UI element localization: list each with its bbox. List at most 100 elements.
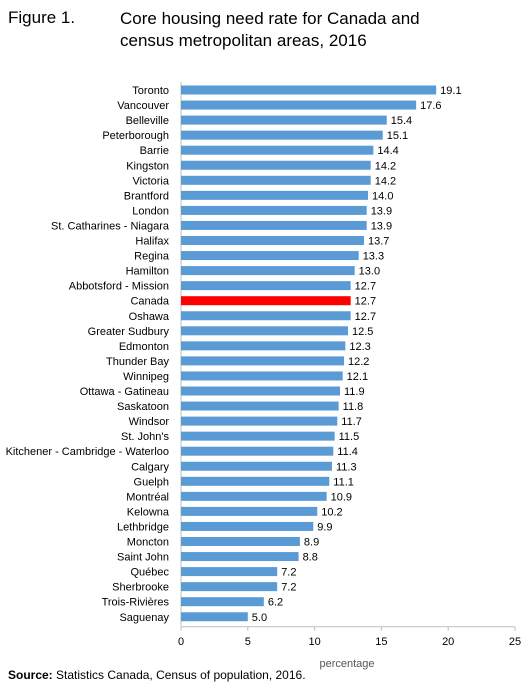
value-label-26: 11.1 — [333, 476, 354, 488]
bar-9 — [181, 220, 367, 230]
value-label-1: 17.6 — [420, 100, 441, 112]
bar-16 — [181, 326, 348, 336]
category-label-30: Moncton — [127, 537, 169, 549]
value-label-35: 5.0 — [252, 612, 267, 624]
value-label-24: 11.4 — [337, 446, 358, 458]
bar-13 — [181, 281, 351, 291]
bar-12 — [181, 266, 355, 276]
bar-10 — [181, 236, 365, 245]
category-label-33: Sherbrooke — [112, 582, 169, 594]
bar-23 — [181, 431, 335, 441]
bar-1 — [181, 100, 417, 110]
category-label-14: Canada — [130, 296, 169, 308]
bar-25 — [181, 461, 332, 471]
value-label-8: 13.9 — [371, 205, 392, 217]
value-label-10: 13.7 — [368, 236, 389, 248]
category-label-18: Thunder Bay — [106, 356, 169, 368]
bar-18 — [181, 356, 344, 366]
value-label-15: 12.7 — [355, 311, 376, 323]
category-label-2: Belleville — [126, 115, 169, 127]
value-label-27: 10.9 — [331, 491, 352, 503]
bar-4 — [181, 145, 374, 155]
bar-17 — [181, 341, 346, 351]
category-label-23: St. John's — [121, 431, 169, 443]
category-label-5: Kingston — [126, 160, 169, 172]
chart-title: Core housing need rate for Canada and ce… — [120, 9, 420, 50]
bar-30 — [181, 537, 300, 546]
category-label-31: Saint John — [117, 552, 169, 564]
value-label-13: 12.7 — [355, 281, 376, 293]
category-label-17: Edmonton — [119, 341, 169, 353]
value-label-14: 12.7 — [355, 296, 376, 308]
value-label-34: 6.2 — [268, 597, 283, 609]
value-label-18: 12.2 — [348, 356, 369, 368]
category-label-6: Victoria — [133, 175, 170, 187]
category-label-29: Lethbridge — [117, 521, 169, 533]
category-label-4: Barrie — [140, 145, 169, 157]
category-label-3: Peterborough — [102, 130, 169, 142]
value-label-21: 11.8 — [343, 401, 364, 413]
category-label-15: Oshawa — [129, 311, 170, 323]
bar-21 — [181, 401, 339, 411]
category-label-8: London — [132, 205, 169, 217]
value-label-9: 13.9 — [371, 220, 392, 232]
x-tick-label-5: 25 — [509, 636, 521, 648]
value-label-17: 12.3 — [349, 341, 370, 353]
category-label-21: Saskatoon — [117, 401, 169, 413]
bar-6 — [181, 175, 371, 185]
value-label-31: 8.8 — [303, 552, 318, 564]
value-label-12: 13.0 — [359, 266, 380, 278]
value-label-22: 11.7 — [341, 416, 362, 428]
category-label-0: Toronto — [132, 85, 169, 97]
value-label-7: 14.0 — [372, 190, 393, 202]
value-label-19: 12.1 — [347, 371, 368, 383]
bar-2 — [181, 115, 387, 125]
bar-35 — [181, 612, 248, 622]
value-label-20: 11.9 — [344, 386, 365, 398]
category-label-20: Ottawa - Gatineau — [80, 386, 169, 398]
value-label-0: 19.1 — [440, 85, 461, 97]
category-label-34: Trois-Rivières — [102, 597, 170, 609]
category-label-16: Greater Sudbury — [88, 326, 170, 338]
value-label-23: 11.5 — [339, 431, 360, 443]
bar-20 — [181, 386, 340, 396]
category-label-9: St. Catharines - Niagara — [51, 220, 170, 232]
category-label-26: Guelph — [134, 476, 169, 488]
category-label-25: Calgary — [131, 461, 169, 473]
value-label-29: 9.9 — [317, 521, 332, 533]
bar-31 — [181, 552, 299, 562]
value-label-11: 13.3 — [363, 251, 384, 263]
category-label-22: Windsor — [129, 416, 170, 428]
x-tick-label-1: 5 — [245, 636, 251, 648]
bar-0 — [181, 85, 437, 95]
category-label-24: Kitchener - Cambridge - Waterloo — [6, 446, 169, 458]
bar-11 — [181, 251, 359, 261]
category-label-1: Vancouver — [117, 100, 169, 112]
value-label-2: 15.4 — [391, 115, 412, 127]
category-label-11: Regina — [134, 251, 170, 263]
bar-22 — [181, 416, 338, 426]
bar-27 — [181, 491, 327, 501]
source-text: Statistics Canada, Census of population,… — [56, 668, 306, 682]
category-label-13: Abbotsford - Mission — [69, 281, 169, 293]
bar-19 — [181, 371, 343, 381]
bar-5 — [181, 160, 371, 170]
bar-8 — [181, 205, 367, 215]
source-note: Source: Statistics Canada, Census of pop… — [8, 668, 306, 682]
bar-24 — [181, 446, 334, 456]
category-label-10: Halifax — [135, 236, 169, 248]
category-label-27: Montréal — [126, 491, 169, 503]
bar-26 — [181, 476, 330, 486]
bar-34 — [181, 597, 264, 607]
value-label-6: 14.2 — [375, 175, 396, 187]
bar-32 — [181, 567, 278, 577]
bar-28 — [181, 506, 318, 516]
value-label-16: 12.5 — [352, 326, 373, 338]
bar-15 — [181, 311, 351, 321]
category-label-19: Winnipeg — [123, 371, 169, 383]
figure-number: Figure 1. — [8, 8, 76, 27]
x-tick-label-0: 0 — [178, 636, 184, 648]
bar-3 — [181, 130, 383, 140]
bar-14 — [181, 296, 351, 306]
